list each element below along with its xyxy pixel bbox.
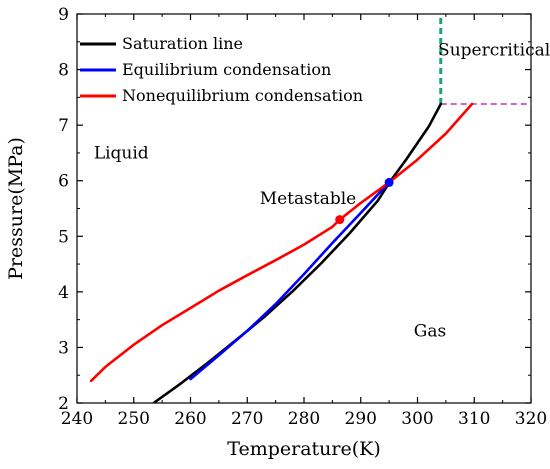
x-tick-label: 310 (458, 409, 490, 429)
x-tick-label: 290 (345, 409, 377, 429)
annotations: Supercritical Liquid Metastable Gas (94, 41, 550, 342)
x-axis-title: Temperature(K) (227, 438, 381, 460)
x-tick-label: 260 (174, 409, 206, 429)
series-nonequilibrium-condensation (89, 102, 474, 383)
x-tick-label: 250 (118, 409, 150, 429)
y-tick-label: 8 (58, 61, 69, 81)
region-label: Gas (414, 321, 446, 341)
y-tick-label: 5 (58, 227, 69, 247)
x-tick-label: 320 (515, 409, 547, 429)
legend: Saturation line Equilibrium condensation N… (80, 34, 363, 105)
y-tick-label: 6 (58, 172, 69, 192)
y-tick-label: 4 (58, 283, 69, 303)
series-lines (89, 102, 474, 403)
y-tick-label: 9 (58, 5, 69, 25)
markers (335, 177, 394, 225)
y-tick-label: 2 (58, 394, 69, 414)
x-tick-label: 300 (401, 409, 433, 429)
x-tick-label: 280 (288, 409, 320, 429)
region-label: Liquid (94, 143, 149, 163)
axes: 240 250 260 270 280 290 300 310 320 2 3 4 5 6 7 8 9 (58, 5, 547, 429)
x-tick-label: 240 (61, 409, 93, 429)
region-label: Metastable (260, 189, 357, 209)
y-tick-label: 3 (58, 338, 69, 358)
data-point-marker (335, 215, 345, 225)
y-tick-label: 7 (58, 116, 69, 136)
series-equilibrium-condensation (189, 181, 391, 381)
y-axis-title: Pressure(MPa) (5, 137, 27, 280)
reference-lines (439, 14, 531, 106)
series-saturation-line (152, 102, 443, 403)
legend-label: Saturation line (122, 34, 243, 53)
legend-label: Equilibrium condensation (122, 60, 331, 79)
region-label: Supercritical (438, 41, 550, 61)
legend-label: Nonequilibrium condensation (122, 86, 363, 105)
x-tick-label: 270 (231, 409, 263, 429)
data-point-marker (384, 177, 394, 187)
